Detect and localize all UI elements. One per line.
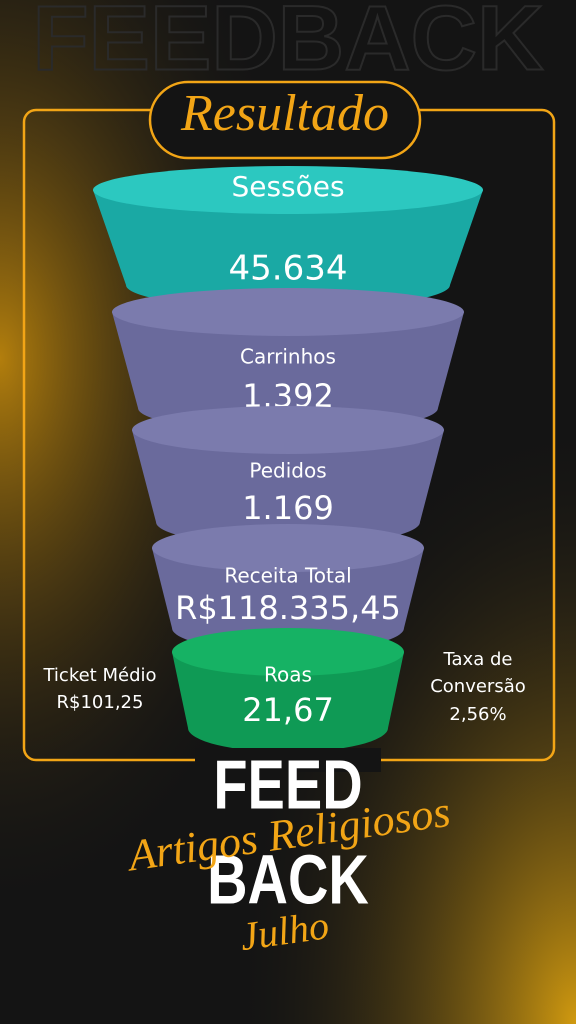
funnel-tier: [132, 430, 444, 546]
frame-gap: [195, 748, 381, 772]
funnel-top: [152, 524, 424, 572]
stage-label: Sessões: [231, 170, 344, 203]
note-value: 2,56%: [449, 704, 506, 725]
funnel-top: [172, 628, 404, 676]
stage-label: Pedidos: [249, 459, 326, 483]
note-label: Taxa de: [443, 649, 513, 670]
stage-value: 21,67: [242, 691, 334, 729]
funnel: Sessões45.634Carrinhos1.392Pedidos1.169R…: [93, 166, 483, 752]
watermark: FEEDBACK: [32, 0, 543, 89]
stage-value: 45.634: [229, 249, 348, 289]
stage-label: Roas: [264, 663, 312, 687]
note-label: Conversão: [430, 676, 526, 697]
note-value: R$101,25: [57, 692, 144, 713]
footer-word: BACK: [207, 842, 369, 919]
footer-word: FEED: [213, 747, 362, 824]
title: Resultado: [180, 85, 389, 142]
title-pill: [148, 80, 422, 160]
stage-label: Receita Total: [224, 564, 351, 588]
funnel-tier: [112, 312, 464, 432]
funnel-top: [132, 406, 444, 454]
funnel-tier: [172, 652, 404, 752]
funnel-tier: [93, 190, 483, 309]
funnel-top: [112, 288, 464, 336]
funnel-tier: [152, 548, 424, 652]
funnel-top: [93, 166, 483, 214]
note-label: Ticket Médio: [42, 665, 156, 686]
stage-value: 1.169: [242, 489, 334, 527]
stage-label: Carrinhos: [240, 345, 336, 369]
stage-value: R$118.335,45: [175, 589, 401, 627]
